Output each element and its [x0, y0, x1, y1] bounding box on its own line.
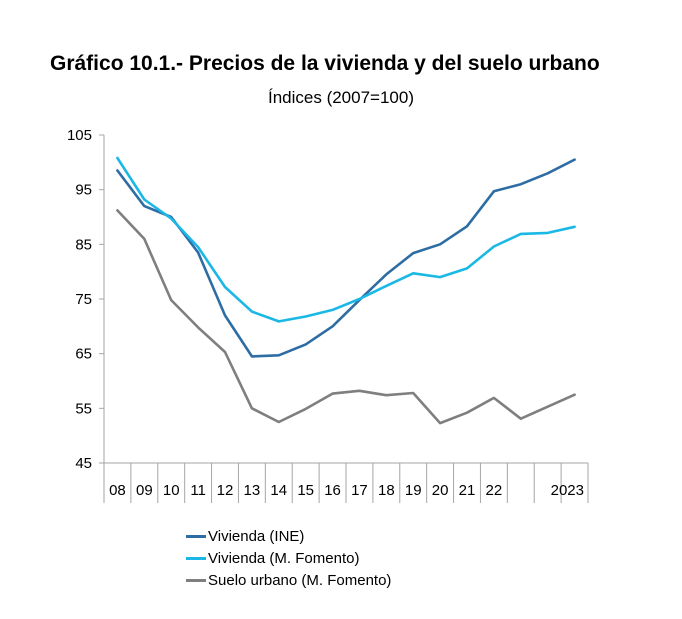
chart-legend: Vivienda (INE) Vivienda (M. Fomento) Sue…: [186, 525, 391, 591]
y-tick-label: 55: [75, 400, 92, 417]
legend-swatch-suelo-urbano: [186, 578, 206, 582]
y-tick-label: 105: [67, 127, 92, 144]
series-line-2: [116, 209, 576, 425]
x-tick-label: 08: [109, 482, 126, 499]
chart-title: Gráfico 10.1.- Precios de la vivienda y …: [50, 52, 600, 75]
x-tick-label: 13: [244, 482, 261, 499]
legend-item-vivienda-fomento: Vivienda (M. Fomento): [186, 547, 391, 569]
legend-label-vivienda-fomento: Vivienda (M. Fomento): [208, 549, 360, 567]
legend-item-suelo-urbano: Suelo urbano (M. Fomento): [186, 569, 391, 591]
y-tick-label: 65: [75, 346, 92, 363]
x-tick-label: 10: [163, 482, 180, 499]
x-tick-label: 2023: [551, 482, 584, 499]
legend-swatch-vivienda-ine: [186, 534, 206, 538]
x-tick-label: 21: [459, 482, 476, 499]
chart-subtitle: Índices (2007=100): [267, 88, 415, 107]
x-tick-label: 22: [486, 482, 503, 499]
legend-item-vivienda-ine: Vivienda (INE): [186, 525, 391, 547]
x-tick-label: 16: [324, 482, 341, 499]
x-tick-label: 17: [351, 482, 368, 499]
y-tick-label: 85: [75, 236, 92, 253]
y-tick-label: 95: [75, 182, 92, 199]
x-tick-label: 14: [270, 482, 287, 499]
x-tick-label: 09: [136, 482, 153, 499]
legend-swatch-vivienda-fomento: [186, 556, 206, 560]
y-tick-label: 45: [75, 455, 92, 472]
x-tick-label: 11: [190, 482, 206, 499]
x-tick-label: 18: [378, 482, 395, 499]
series-line-0: [116, 158, 576, 358]
y-tick-label: 75: [75, 291, 92, 308]
legend-label-vivienda-ine: Vivienda (INE): [208, 527, 305, 545]
x-tick-label: 19: [405, 482, 422, 499]
x-tick-label: 20: [432, 482, 449, 499]
series-line-1: [116, 156, 576, 323]
x-tick-label: 12: [217, 482, 234, 499]
x-tick-label: 15: [297, 482, 314, 499]
legend-label-suelo-urbano: Suelo urbano (M. Fomento): [208, 571, 392, 589]
